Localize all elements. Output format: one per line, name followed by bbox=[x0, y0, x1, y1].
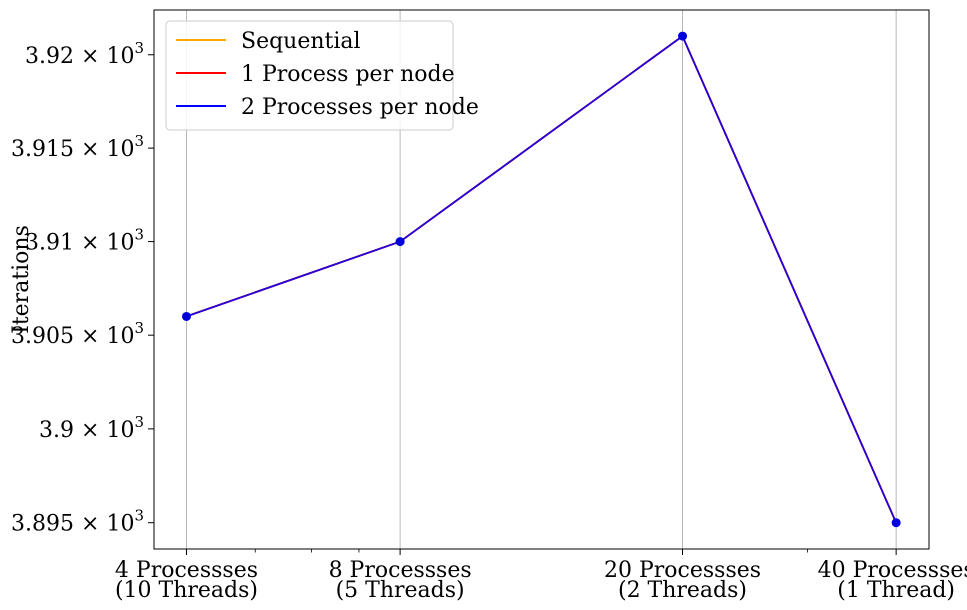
plot-frame bbox=[153, 9, 930, 550]
legend-box bbox=[165, 20, 454, 131]
legend-label: Sequential bbox=[241, 29, 361, 54]
data-point bbox=[395, 237, 405, 247]
data-point bbox=[678, 31, 688, 41]
legend: Sequential 1 Process per node 2 Processes … bbox=[165, 20, 479, 131]
data-point bbox=[891, 518, 901, 528]
series-line-3 bbox=[186, 34, 897, 524]
ticks: 4 Processses (10 Threads) 8 Processses (5 T… bbox=[11, 39, 967, 603]
y-tick-label: 3.92 × 103 bbox=[25, 39, 144, 69]
x-tick-label: 40 Processses (1 Thread) bbox=[818, 558, 967, 603]
y-tick-label: 3.91 × 103 bbox=[25, 226, 144, 256]
data-layer bbox=[181, 31, 901, 528]
y-tick-label: 3.905 × 103 bbox=[11, 319, 144, 349]
y-tick-label: 3.915 × 103 bbox=[11, 132, 144, 162]
y-tick-label: 3.895 × 103 bbox=[11, 507, 144, 537]
x-tick-label: 8 Processses (5 Threads) bbox=[329, 558, 472, 603]
legend-label: 1 Process per node bbox=[241, 62, 455, 87]
y-axis-label: Iterations bbox=[9, 225, 34, 334]
legend-label: 2 Processes per node bbox=[241, 95, 479, 120]
x-tick-label: 4 Processses (10 Threads) bbox=[115, 558, 258, 603]
data-point bbox=[181, 311, 191, 321]
y-tick-label: 3.9 × 103 bbox=[39, 413, 144, 443]
x-tick-label: 20 Processses (2 Threads) bbox=[604, 558, 761, 603]
